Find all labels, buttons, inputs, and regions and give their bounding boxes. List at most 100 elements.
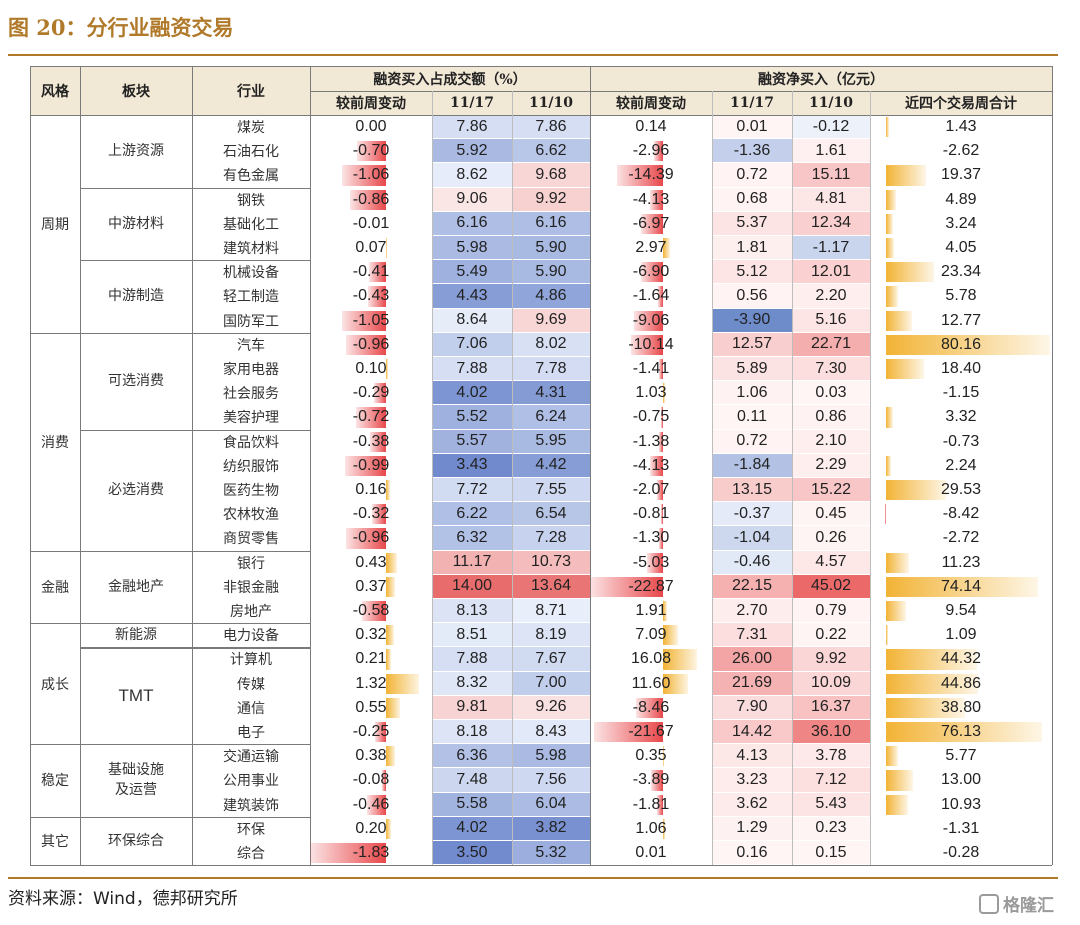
- net-n_1117-18: -0.46: [712, 550, 792, 575]
- net-4week-25-text: 76.13: [940, 723, 982, 741]
- ratio-change-21-text: 0.32: [355, 626, 387, 644]
- ratio-change-0: 0.00: [310, 115, 432, 139]
- industry-label-19-text: 非银金融: [223, 579, 279, 596]
- industry-label-5-text: 建筑材料: [223, 241, 279, 258]
- ratio-r_1110-6: 5.90: [512, 260, 590, 285]
- industry-label-15: 医药生物: [192, 478, 310, 502]
- ratio-change-bar-29: [385, 818, 391, 839]
- net-change-17-text: -1.30: [632, 529, 670, 547]
- ratio-change-bar-6: [368, 262, 386, 283]
- ratio-change-bar-10: [385, 359, 389, 380]
- col-line-1: [80, 66, 82, 866]
- ratio-change-bar-28: [366, 794, 386, 815]
- net-4week-8-text: 12.77: [940, 311, 982, 329]
- col-line-10: [1052, 66, 1054, 866]
- industry-label-20-text: 房地产: [230, 604, 272, 621]
- net-4week-bar-25: [886, 722, 1042, 743]
- net-4week-12: 3.32: [870, 405, 1052, 429]
- net-n_1117-25-text: 14.42: [731, 722, 773, 740]
- net-n_1117-5: 1.81: [712, 236, 792, 261]
- net-n_1110-9: 22.71: [792, 332, 870, 357]
- ratio-r_1117-17: 6.32: [432, 526, 512, 551]
- ratio-change-12: -0.72: [310, 405, 432, 429]
- ratio-change-23: 1.32: [310, 672, 432, 696]
- ratio-r_1110-29-text: 3.82: [535, 819, 567, 837]
- ratio-r_1110-4: 6.16: [512, 211, 590, 236]
- net-4week-2: 19.37: [870, 163, 1052, 187]
- net-n_1117-19-text: 22.15: [731, 577, 773, 595]
- ratio-change-bar-26: [385, 746, 396, 767]
- ratio-change-9-text: -0.96: [352, 335, 390, 353]
- ratio-r_1110-13: 5.95: [512, 429, 590, 454]
- industry-label-6-text: 机械设备: [223, 265, 279, 282]
- industry-label-8: 国防军工: [192, 309, 310, 333]
- net-4week-8: 12.77: [870, 309, 1052, 333]
- ratio-change-bar-11: [373, 383, 386, 404]
- net-change-28-text: -1.81: [632, 795, 670, 813]
- net-change-24: -8.46: [590, 696, 712, 720]
- ratio-r_1110-23-text: 7.00: [535, 674, 567, 692]
- net-n_1110-4: 12.34: [792, 211, 870, 236]
- net-change-bar-28: [657, 794, 664, 815]
- style-3: 成长: [30, 623, 80, 744]
- net-change-5: 2.97: [590, 236, 712, 260]
- net-4week-14-text: 2.24: [945, 456, 977, 474]
- net-change-25-text: -21.67: [628, 723, 674, 741]
- ratio-r_1117-10-text: 7.88: [456, 359, 488, 377]
- net-4week-bar-20: [886, 601, 906, 622]
- net-change-7: -1.64: [590, 284, 712, 308]
- net-change-1-text: -2.96: [632, 142, 670, 160]
- net-change-19-text: -22.87: [628, 577, 674, 595]
- header-group-net: 融资净买入（亿元）: [590, 66, 1052, 91]
- industry-label-14-text: 纺织服饰: [223, 458, 279, 475]
- net-n_1117-27-text: 3.23: [736, 770, 768, 788]
- ratio-change-30: -1.83: [310, 841, 432, 865]
- net-n_1117-15-text: 13.15: [731, 480, 773, 498]
- ratio-change-1: -0.70: [310, 139, 432, 163]
- net-4week-29-text: -1.31: [942, 819, 980, 837]
- net-n_1117-30: 0.16: [712, 841, 792, 866]
- header-group-ratio: 融资买入占成交额（%）: [310, 66, 590, 91]
- source-note: 资料来源：Wind，德邦研究所: [8, 889, 238, 909]
- net-change-16-text: -0.81: [632, 505, 670, 523]
- net-change-bar-5: [663, 238, 670, 259]
- net-n_1110-27-text: 7.12: [815, 770, 847, 788]
- ratio-change-bar-18: [385, 552, 397, 573]
- ratio-change-bar-16: [372, 504, 386, 525]
- net-n_1110-23-text: 10.09: [810, 674, 852, 692]
- net-4week-bar-4: [886, 213, 893, 234]
- ratio-r_1110-28-text: 6.04: [535, 795, 567, 813]
- sector-5: 金融地产: [80, 551, 192, 624]
- net-change-15-text: -2.07: [632, 481, 670, 499]
- header-group-ratio-text: 融资买入占成交额（%）: [373, 71, 527, 88]
- industry-label-26-text: 交通运输: [223, 749, 279, 766]
- industry-label-3: 钢铁: [192, 188, 310, 212]
- ratio-r_1110-30-text: 5.32: [535, 843, 567, 861]
- net-n_1117-24-text: 7.90: [736, 698, 768, 716]
- net-n_1117-2-text: 0.72: [736, 165, 768, 183]
- net-change-27-text: -3.89: [632, 771, 670, 789]
- header-ratio-col-2-text: 11/10: [528, 95, 574, 111]
- ratio-change-25-text: -0.25: [352, 723, 390, 741]
- header-net-col-1: 11/17: [712, 91, 792, 115]
- net-n_1110-17: 0.26: [792, 526, 870, 551]
- ratio-change-bar-19: [385, 576, 395, 597]
- net-change-bar-20: [663, 601, 668, 622]
- ratio-change-14-text: -0.99: [352, 456, 390, 474]
- net-change-9: -10.14: [590, 333, 712, 357]
- net-4week-15-text: 29.53: [940, 481, 982, 499]
- industry-label-0-text: 煤炭: [237, 120, 265, 137]
- header-group-net-text: 融资净买入（亿元）: [758, 71, 884, 88]
- net-n_1117-20: 2.70: [712, 599, 792, 624]
- ratio-r_1110-6-text: 5.90: [535, 262, 567, 280]
- net-change-bar-14: [649, 455, 664, 476]
- net-4week-15: 29.53: [870, 478, 1052, 502]
- ratio-r_1117-13: 5.57: [432, 429, 512, 454]
- net-change-bar-4: [640, 213, 664, 234]
- net-change-18: -5.03: [590, 551, 712, 575]
- industry-label-22-text: 计算机: [230, 652, 272, 669]
- net-change-bar-11: [663, 383, 666, 404]
- net-4week-19-text: 74.14: [940, 577, 982, 595]
- net-n_1117-3: 0.68: [712, 187, 792, 212]
